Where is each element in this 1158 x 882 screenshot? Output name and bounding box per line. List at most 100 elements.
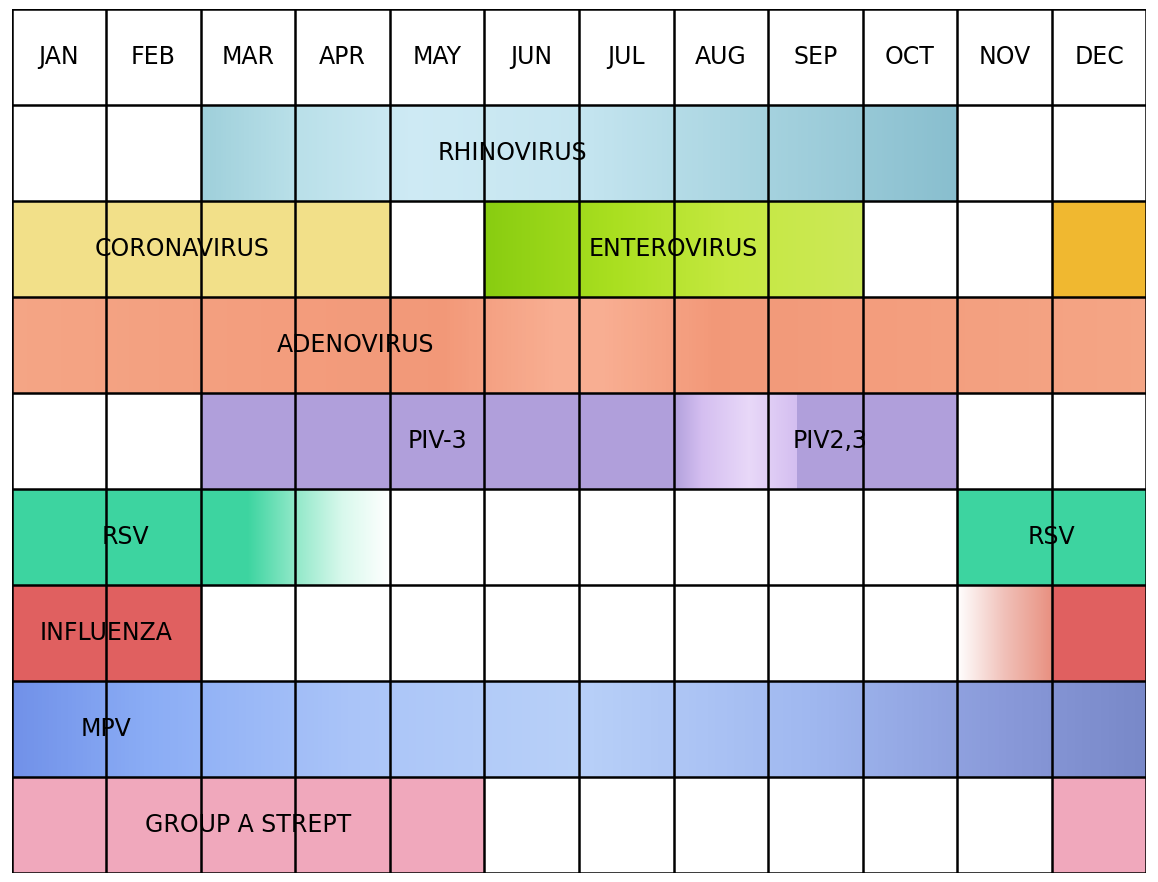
Bar bbox=[760, 201, 761, 297]
Bar bbox=[409, 681, 412, 777]
Bar bbox=[593, 201, 594, 297]
Bar bbox=[369, 105, 372, 201]
Bar bbox=[804, 105, 806, 201]
Bar bbox=[483, 105, 485, 201]
Bar bbox=[403, 105, 405, 201]
Bar bbox=[863, 681, 866, 777]
Bar bbox=[819, 105, 821, 201]
Bar bbox=[193, 297, 197, 393]
Bar bbox=[200, 585, 958, 681]
Bar bbox=[215, 297, 220, 393]
Bar bbox=[530, 681, 534, 777]
Bar bbox=[984, 297, 988, 393]
Bar bbox=[432, 297, 435, 393]
Text: RSV: RSV bbox=[101, 525, 149, 549]
Bar bbox=[823, 201, 824, 297]
Bar bbox=[511, 105, 513, 201]
Bar bbox=[829, 201, 830, 297]
Bar bbox=[496, 201, 497, 297]
Bar bbox=[1051, 777, 1146, 873]
Bar bbox=[645, 201, 646, 297]
Bar bbox=[830, 201, 831, 297]
Bar bbox=[491, 105, 493, 201]
Bar bbox=[1086, 681, 1090, 777]
Bar bbox=[144, 297, 148, 393]
Bar bbox=[598, 681, 602, 777]
Text: RHINOVIRUS: RHINOVIRUS bbox=[438, 141, 587, 165]
Bar bbox=[327, 105, 329, 201]
Bar bbox=[513, 105, 516, 201]
Bar bbox=[877, 105, 879, 201]
Bar bbox=[824, 681, 829, 777]
Bar bbox=[45, 297, 50, 393]
Bar bbox=[995, 681, 999, 777]
Bar bbox=[550, 201, 551, 297]
Bar bbox=[620, 201, 621, 297]
Bar bbox=[350, 105, 352, 201]
Bar bbox=[447, 681, 450, 777]
Bar bbox=[681, 681, 684, 777]
Bar bbox=[193, 681, 197, 777]
Bar bbox=[797, 201, 798, 297]
Bar bbox=[787, 297, 791, 393]
Bar bbox=[208, 105, 211, 201]
Bar bbox=[896, 105, 900, 201]
Bar bbox=[585, 201, 587, 297]
Bar bbox=[721, 201, 723, 297]
Bar bbox=[155, 681, 159, 777]
Bar bbox=[535, 201, 536, 297]
Bar bbox=[375, 105, 378, 201]
Bar bbox=[811, 201, 812, 297]
Bar bbox=[318, 681, 322, 777]
Bar bbox=[551, 201, 552, 297]
Bar bbox=[329, 105, 332, 201]
Bar bbox=[611, 105, 614, 201]
Bar bbox=[110, 681, 113, 777]
Bar bbox=[741, 681, 746, 777]
Text: MAR: MAR bbox=[221, 45, 274, 69]
Bar bbox=[83, 297, 87, 393]
Bar bbox=[454, 681, 457, 777]
Bar bbox=[780, 105, 783, 201]
Bar bbox=[734, 297, 738, 393]
Bar bbox=[684, 681, 689, 777]
Bar bbox=[701, 681, 704, 777]
Bar bbox=[144, 681, 148, 777]
Bar bbox=[682, 105, 684, 201]
Bar bbox=[541, 105, 544, 201]
Bar bbox=[242, 297, 247, 393]
Bar bbox=[958, 105, 1146, 201]
Bar bbox=[519, 297, 522, 393]
Bar bbox=[666, 201, 667, 297]
Bar bbox=[382, 297, 386, 393]
Bar bbox=[647, 105, 650, 201]
Bar bbox=[1033, 297, 1036, 393]
Bar bbox=[750, 201, 752, 297]
Bar bbox=[644, 297, 647, 393]
Bar bbox=[818, 201, 819, 297]
Bar bbox=[684, 297, 689, 393]
Bar bbox=[205, 297, 208, 393]
Bar bbox=[809, 297, 814, 393]
Bar bbox=[681, 297, 684, 393]
Bar bbox=[269, 681, 272, 777]
Bar bbox=[556, 105, 559, 201]
Bar bbox=[530, 297, 534, 393]
Bar bbox=[35, 681, 38, 777]
Bar bbox=[740, 201, 741, 297]
Bar bbox=[510, 201, 511, 297]
Bar bbox=[582, 201, 584, 297]
Bar bbox=[807, 201, 808, 297]
Bar bbox=[881, 297, 886, 393]
Bar bbox=[815, 201, 816, 297]
Bar bbox=[560, 681, 564, 777]
Bar bbox=[647, 201, 648, 297]
Bar bbox=[470, 105, 474, 201]
Bar bbox=[491, 201, 492, 297]
Bar bbox=[405, 297, 409, 393]
Bar bbox=[292, 681, 295, 777]
Bar bbox=[508, 201, 510, 297]
Bar bbox=[454, 297, 457, 393]
Bar bbox=[874, 681, 878, 777]
Bar bbox=[400, 105, 403, 201]
